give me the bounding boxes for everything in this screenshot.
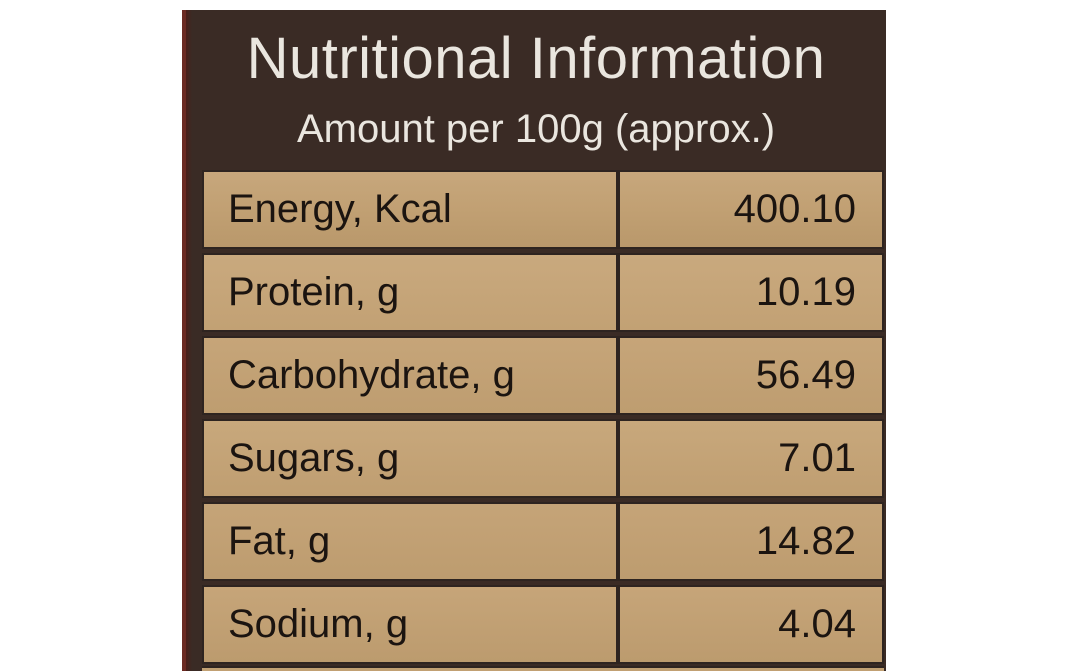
nutrient-value: 56.49 — [618, 336, 884, 415]
label-subtitle: Amount per 100g (approx.) — [296, 107, 776, 151]
nutrient-value: 400.10 — [618, 170, 884, 249]
table-bottom-edge — [202, 666, 884, 671]
table-row: Energy, Kcal 400.10 — [202, 170, 884, 249]
nutrient-name: Sodium, g — [202, 585, 618, 664]
nutrient-name: Protein, g — [202, 253, 618, 332]
nutrition-table: Energy, Kcal 400.10 Protein, g 10.19 Car… — [202, 170, 884, 668]
nutrient-value: 10.19 — [618, 253, 884, 332]
nutrient-value: 7.01 — [618, 419, 884, 498]
nutrient-value: 4.04 — [618, 585, 884, 664]
nutrient-value: 14.82 — [618, 502, 884, 581]
nutrient-name: Carbohydrate, g — [202, 336, 618, 415]
nutrient-name: Energy, Kcal — [202, 170, 618, 249]
label-title: Nutritional Information — [246, 26, 826, 91]
nutrition-label: Nutritional Information Amount per 100g … — [182, 10, 886, 671]
table-row: Sodium, g 4.04 — [202, 585, 884, 664]
table-row: Carbohydrate, g 56.49 — [202, 336, 884, 415]
nutrient-name: Sugars, g — [202, 419, 618, 498]
label-header: Nutritional Information Amount per 100g … — [186, 10, 886, 168]
table-row: Sugars, g 7.01 — [202, 419, 884, 498]
table-row: Protein, g 10.19 — [202, 253, 884, 332]
nutrient-name: Fat, g — [202, 502, 618, 581]
panel-edge — [186, 10, 192, 671]
table-row: Fat, g 14.82 — [202, 502, 884, 581]
